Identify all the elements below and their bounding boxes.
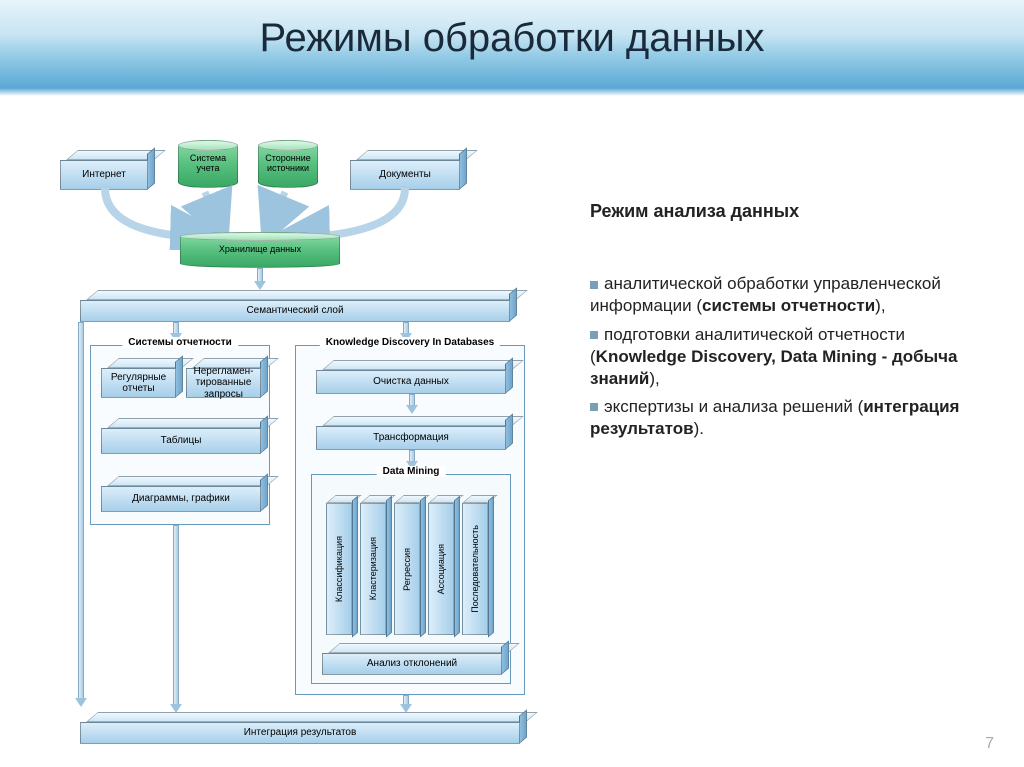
- box-charts: Диаграммы, графики: [101, 476, 261, 512]
- frame-reporting: Системы отчетности Регулярные отчеты Нер…: [90, 345, 270, 525]
- arrow-clean-transform: [406, 394, 418, 414]
- bullet-item-1: аналитической обработки управленческой и…: [590, 273, 980, 317]
- box-documents: Документы: [350, 150, 460, 190]
- arrow-reporting-integration: [170, 525, 182, 713]
- cyl-accounting: Система учета: [178, 140, 238, 188]
- cyl-external: Сторонние источники: [258, 140, 318, 188]
- box-transform: Трансформация: [316, 416, 506, 450]
- frame-mining: Data Mining Классификация Кластеризация …: [311, 474, 511, 684]
- arrow-kdd-integration: [400, 695, 412, 713]
- box-deviation: Анализ отклонений: [322, 643, 502, 675]
- bullet-icon: [590, 331, 598, 339]
- box-tables: Таблицы: [101, 418, 261, 454]
- frame-kdd: Knowledge Discovery In Databases Очистка…: [295, 345, 525, 695]
- page-number: 7: [985, 735, 994, 753]
- vbar-1: Кластеризация: [360, 495, 386, 635]
- text-column: Режим анализа данных аналитической обраб…: [590, 200, 980, 446]
- label-tables: Таблицы: [161, 435, 202, 447]
- label-documents: Документы: [379, 169, 431, 181]
- label-warehouse: Хранилище данных: [215, 245, 305, 255]
- label-integration: Интеграция результатов: [244, 727, 357, 739]
- label-accounting: Система учета: [179, 154, 237, 174]
- label-adhoc: Нерегламен-тированные запросы: [190, 366, 257, 401]
- bullet-item-2: подготовки аналитической отчетности (Kno…: [590, 324, 980, 390]
- frame-kdd-title: Knowledge Discovery In Databases: [320, 337, 500, 348]
- box-integration: Интеграция результатов: [80, 712, 520, 744]
- bullet-icon: [590, 281, 598, 289]
- label-deviation: Анализ отклонений: [367, 658, 457, 670]
- vbar-4: Последовательность: [462, 495, 488, 635]
- frame-mining-title: Data Mining: [377, 466, 446, 477]
- arrow-warehouse-semantic: [254, 268, 266, 290]
- vbar-2: Регрессия: [394, 495, 420, 635]
- mining-bars: Классификация Кластеризация Регрессия Ас…: [326, 485, 496, 635]
- bullet-icon: [590, 403, 598, 411]
- label-charts: Диаграммы, графики: [132, 493, 230, 505]
- vbar-3: Ассоциация: [428, 495, 454, 635]
- bullet-item-3: экспертизы и анализа решений (интеграция…: [590, 396, 980, 440]
- analysis-heading: Режим анализа данных: [590, 200, 980, 223]
- diagram-container: Интернет Система учета Сторонние источни…: [60, 140, 570, 740]
- box-cleansing: Очистка данных: [316, 360, 506, 394]
- frame-reporting-title: Системы отчетности: [122, 337, 238, 348]
- box-regular-reports: Регулярные отчеты: [101, 358, 176, 398]
- label-regular: Регулярные отчеты: [105, 372, 172, 395]
- cyl-warehouse: Хранилище данных: [180, 232, 340, 268]
- label-external: Сторонние источники: [259, 154, 317, 174]
- box-adhoc: Нерегламен-тированные запросы: [186, 358, 261, 398]
- label-transform: Трансформация: [373, 432, 449, 444]
- arrow-semantic-to-integration-left: [75, 322, 87, 707]
- box-semantic: Семантический слой: [80, 290, 510, 322]
- vbar-0: Классификация: [326, 495, 352, 635]
- label-internet: Интернет: [82, 169, 126, 181]
- label-semantic: Семантический слой: [246, 305, 343, 317]
- label-cleansing: Очистка данных: [373, 376, 449, 388]
- box-internet: Интернет: [60, 150, 148, 190]
- page-title: Режимы обработки данных: [0, 16, 1024, 61]
